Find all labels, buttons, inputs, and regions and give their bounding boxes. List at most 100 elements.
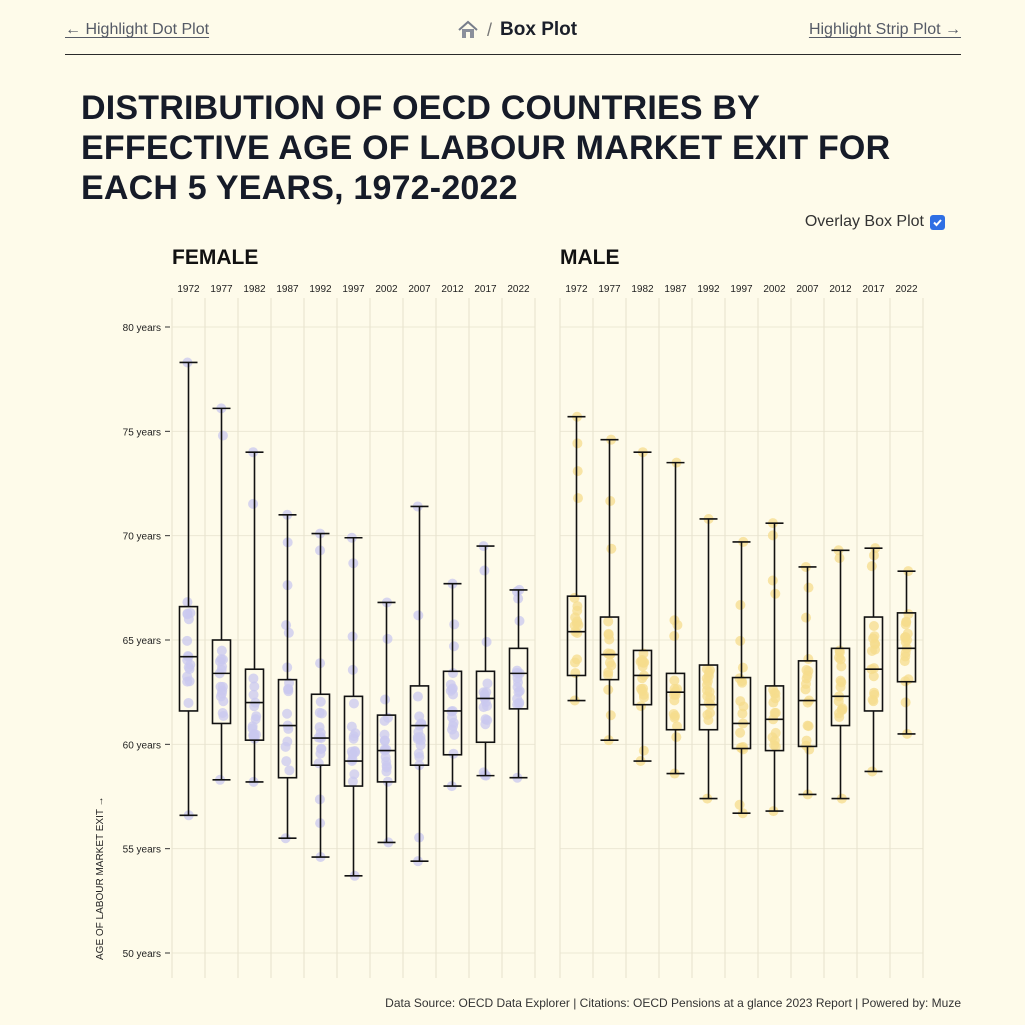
y-tick-label: 60 years	[123, 740, 161, 751]
data-dot	[216, 645, 227, 656]
box-iqr	[566, 595, 587, 677]
data-dot	[603, 684, 614, 695]
data-dot	[637, 685, 648, 696]
data-dot	[183, 697, 194, 708]
data-dot	[316, 743, 327, 754]
data-dot	[703, 667, 714, 678]
data-dot	[479, 565, 490, 576]
data-dot	[702, 676, 713, 687]
data-dot	[380, 752, 391, 763]
data-dot	[637, 673, 648, 684]
data-dot	[413, 610, 424, 621]
overlay-box-plot-toggle[interactable]: Overlay Box Plot	[805, 213, 945, 231]
column-year-label: 2017	[862, 284, 885, 295]
data-dot	[284, 765, 295, 776]
data-dot	[835, 681, 846, 692]
data-dot	[572, 438, 583, 449]
breadcrumb: / Box Plot	[457, 19, 577, 41]
column-year-label: 1987	[664, 284, 687, 295]
column-year-label: 1997	[730, 284, 753, 295]
checkmark-icon	[933, 218, 942, 226]
column-year-label: 1977	[598, 284, 621, 295]
column-year-label: 1982	[631, 284, 654, 295]
data-dot	[635, 656, 646, 667]
data-dot	[669, 712, 680, 723]
data-dot	[606, 660, 617, 671]
data-dot	[448, 641, 459, 652]
column-year-label: 1972	[565, 284, 588, 295]
column-year-label: 1987	[276, 284, 299, 295]
column-year-label: 1992	[697, 284, 720, 295]
column-year-label: 2007	[796, 284, 819, 295]
data-dot	[704, 707, 715, 718]
data-dot	[669, 631, 680, 642]
box-iqr	[599, 616, 620, 681]
data-dot	[768, 697, 779, 708]
box-iqr	[178, 605, 199, 712]
data-dot	[572, 466, 583, 477]
data-dot	[448, 689, 459, 700]
breadcrumb-separator: /	[487, 19, 493, 40]
data-dot	[737, 662, 748, 673]
data-dot	[513, 687, 524, 698]
data-dot	[704, 686, 715, 697]
column-year-label: 2012	[441, 284, 464, 295]
data-dot	[381, 744, 392, 755]
top-navigation: ← Highlight Dot Plot / Box Plot Highligh…	[65, 16, 961, 55]
data-dot	[482, 678, 493, 689]
data-dot	[770, 707, 781, 718]
data-dot	[379, 729, 390, 740]
box-iqr	[632, 649, 653, 706]
data-dot	[218, 696, 229, 707]
data-dot	[738, 741, 749, 752]
next-chart-link[interactable]: Highlight Strip Plot →	[808, 21, 961, 38]
data-dot	[734, 799, 745, 810]
footer-credits: Data Source: OECD Data Explorer | Citati…	[385, 996, 961, 1010]
overlay-checkbox[interactable]	[930, 214, 945, 230]
data-dot	[217, 430, 228, 441]
box-iqr	[277, 678, 298, 779]
data-dot	[735, 599, 746, 610]
box-iqr	[343, 695, 364, 787]
box-iqr	[508, 647, 529, 710]
data-dot	[480, 692, 491, 703]
data-dot	[903, 674, 914, 685]
data-dot	[248, 689, 259, 700]
y-axis-title: AGE OF LABOUR MARKET EXIT →	[95, 796, 106, 960]
data-dot	[767, 575, 778, 586]
data-dot	[251, 711, 262, 722]
data-dot	[249, 681, 260, 692]
data-dot	[901, 617, 912, 628]
data-dot	[801, 735, 812, 746]
data-dot	[182, 597, 193, 608]
data-dot	[379, 715, 390, 726]
data-dot	[346, 721, 357, 732]
data-dot	[900, 697, 911, 708]
panel-title: MALE	[560, 246, 620, 269]
data-dot	[803, 721, 814, 732]
data-dot	[867, 694, 878, 705]
data-dot	[280, 741, 291, 752]
data-dot	[217, 654, 228, 665]
box-iqr	[830, 647, 851, 727]
data-dot	[217, 708, 228, 719]
data-dot	[513, 699, 524, 710]
prev-chart-link[interactable]: ← Highlight Dot Plot	[65, 21, 210, 38]
data-dot	[248, 730, 259, 741]
data-dot	[316, 708, 327, 719]
data-dot	[283, 627, 294, 638]
data-dot	[282, 708, 293, 719]
data-dot	[869, 631, 880, 642]
box-iqr	[442, 670, 463, 756]
data-dot	[512, 672, 523, 683]
data-dot	[603, 616, 614, 627]
box-iqr	[698, 664, 719, 731]
home-icon[interactable]	[457, 19, 479, 41]
data-dot	[770, 727, 781, 738]
column-year-label: 2012	[829, 284, 852, 295]
data-dot	[182, 635, 193, 646]
data-dot	[569, 592, 580, 603]
overlay-toggle-label: Overlay Box Plot	[804, 213, 924, 230]
data-dot	[347, 754, 358, 765]
data-dot	[767, 530, 778, 541]
